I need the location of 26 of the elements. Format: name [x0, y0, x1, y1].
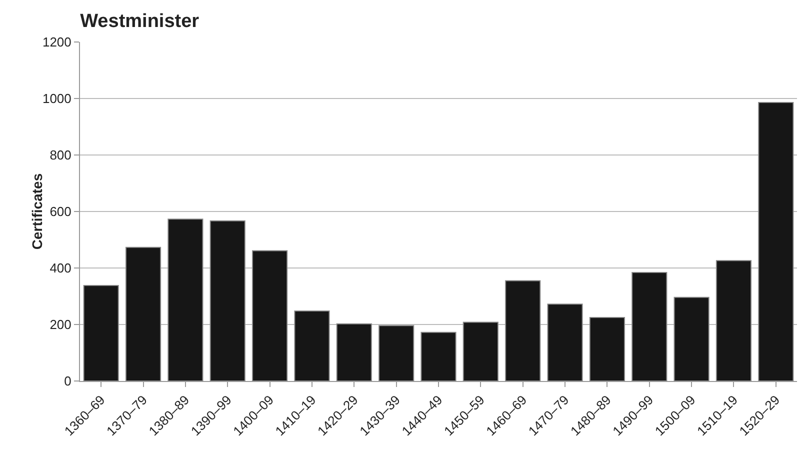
y-tick-label: 800 [50, 148, 72, 163]
bar [674, 296, 710, 381]
bar [716, 260, 752, 381]
y-tick-label: 400 [50, 260, 72, 276]
bar [378, 325, 414, 381]
bar [294, 310, 330, 381]
bar [83, 285, 119, 381]
bar [252, 250, 288, 381]
y-tick-label: 1000 [42, 91, 72, 106]
y-tick-label: 0 [64, 374, 72, 389]
bar [168, 218, 204, 381]
y-tick-label: 1200 [42, 34, 72, 50]
bar [462, 322, 498, 381]
bar [125, 246, 162, 381]
bar [589, 316, 625, 381]
bar [632, 272, 668, 381]
y-tick-label: 600 [50, 204, 72, 220]
bar [547, 304, 583, 381]
bar [336, 323, 372, 381]
bar [210, 220, 246, 381]
bar [420, 332, 456, 381]
y-axis-title: Certificates [29, 173, 45, 250]
bar [758, 102, 794, 381]
y-tick-label: 200 [50, 317, 72, 332]
bar [505, 280, 541, 381]
chart-title: Westminister [80, 11, 200, 32]
